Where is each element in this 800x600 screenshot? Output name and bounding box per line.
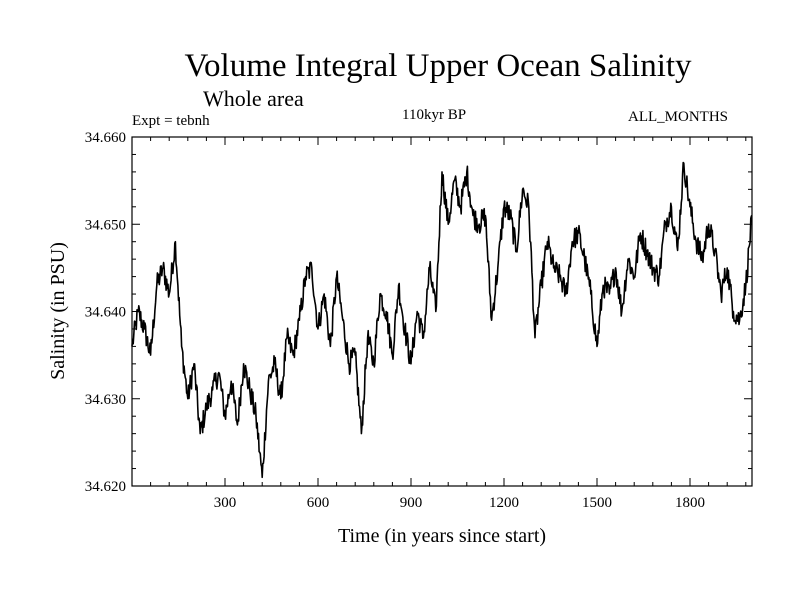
chart-title: Volume Integral Upper Ocean Salinity [184,48,692,84]
x-tick-label: 1500 [582,495,612,511]
x-tick-label: 300 [214,495,237,511]
y-axis-ticks: 34.620 34.630 34.640 34.650 34.660 [85,130,752,495]
period-label: 110kyr BP [402,107,467,123]
y-tick-label: 34.630 [85,392,126,408]
x-axis-title: Time (in years since start) [338,525,546,547]
months-label: ALL_MONTHS [628,109,728,125]
plot-frame [131,136,753,487]
y-tick-label: 34.640 [85,305,126,321]
salinity-series-line [131,161,753,479]
x-axis-ticks: 300 600 900 1200 1500 1800 [150,137,747,511]
y-tick-label: 34.650 [85,217,126,233]
experiment-label: Expt = tebnh [132,113,210,129]
y-axis-title: Salinity (in PSU) [47,242,69,380]
x-tick-label: 1200 [489,495,519,511]
x-tick-label: 900 [400,495,423,511]
x-tick-label: 600 [307,495,330,511]
chart-subtitle: Whole area [203,86,304,111]
x-tick-label: 1800 [675,495,705,511]
y-tick-label: 34.660 [85,130,126,146]
y-tick-label: 34.620 [85,479,126,495]
